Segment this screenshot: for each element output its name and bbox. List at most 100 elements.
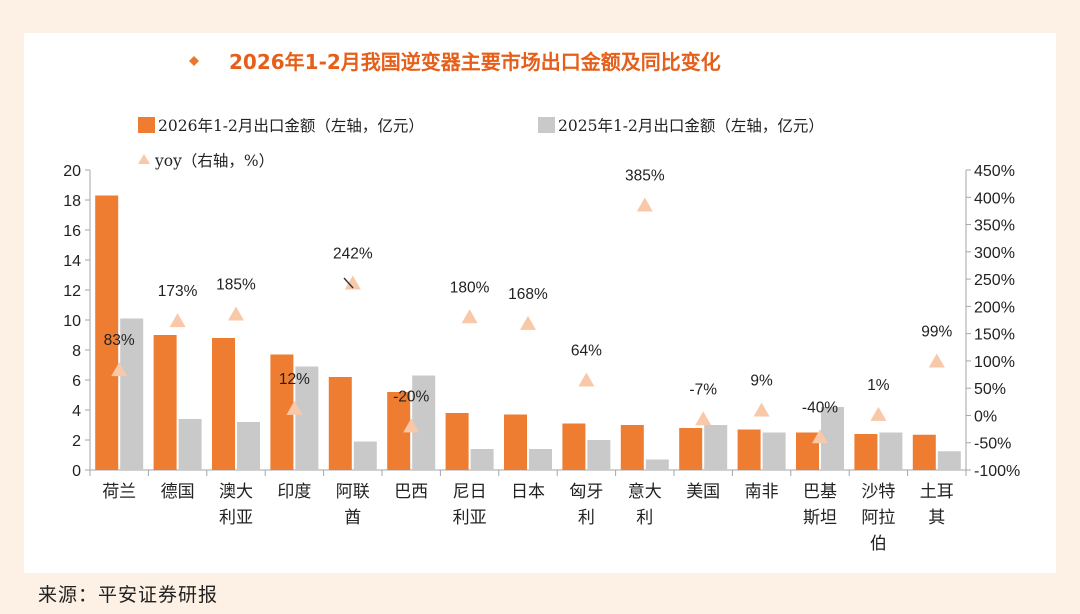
- right-axis-tick-label: 0%: [974, 408, 997, 425]
- yoy-marker: [403, 418, 420, 433]
- bar-2026: [620, 425, 644, 470]
- yoy-data-label: 173%: [158, 283, 198, 300]
- yoy-data-label: 83%: [104, 332, 135, 349]
- yoy-marker: [520, 315, 536, 330]
- category-label: 日本: [511, 482, 545, 502]
- yoy-marker: [578, 372, 595, 387]
- legend-marker-yoy: [138, 154, 150, 164]
- right-axis-tick-label: 150%: [974, 327, 1015, 344]
- right-axis-tick-label: 50%: [974, 381, 1006, 398]
- left-axis-ticks: 0 2 4 6 8 10 12 14 16 18 20: [63, 163, 90, 480]
- legend-swatch-2026: [138, 117, 155, 133]
- bar-2026: [212, 338, 235, 470]
- yoy-data-label: 242%: [333, 245, 373, 262]
- yoy-labels: 83% 173% 185% 12% 242% -20% 180% 168% 64% 385% -7%…: [104, 167, 953, 416]
- category-label: 南非: [745, 482, 779, 502]
- bar-2025: [704, 425, 728, 470]
- bar-2026: [270, 354, 294, 470]
- category-label: 尼日利亚: [453, 482, 487, 528]
- left-axis-tick-label: 18: [63, 193, 81, 210]
- bar-2025: [353, 441, 377, 470]
- yoy-data-label: 99%: [921, 323, 952, 340]
- bar-2026: [679, 428, 703, 470]
- right-axis-tick-label: 350%: [974, 218, 1015, 235]
- yoy-marker: [111, 362, 128, 377]
- right-axis-tick-label: 450%: [974, 163, 1015, 180]
- bar-2026: [445, 413, 469, 470]
- right-axis-tick-label: 200%: [974, 299, 1015, 316]
- right-axis-ticks: -100% -50% 0% 50% 100% 150% 200% 250% 300% 350% 40…: [966, 163, 1020, 480]
- bar-2026: [912, 434, 936, 470]
- right-axis-tick-label: 250%: [974, 272, 1015, 289]
- yoy-marker: [169, 313, 186, 328]
- left-axis-tick-label: 14: [63, 253, 81, 270]
- right-axis-tick-label: 300%: [974, 245, 1015, 262]
- category-label: 匈牙利: [569, 482, 603, 528]
- yoy-marker: [753, 402, 770, 417]
- category-label: 土耳其: [920, 482, 954, 528]
- left-axis-tick-label: 12: [63, 283, 81, 300]
- yoy-marker: [344, 275, 361, 290]
- yoy-data-label: -7%: [689, 381, 717, 398]
- left-axis-tick-label: 4: [72, 403, 81, 420]
- category-label: 阿联酋: [336, 482, 370, 528]
- yoy-data-label: -40%: [802, 399, 838, 416]
- yoy-marker: [461, 309, 478, 324]
- yoy-data-label: 1%: [867, 377, 890, 394]
- right-axis-tick-label: 400%: [974, 190, 1015, 207]
- bar-2025: [470, 449, 494, 470]
- yoy-data-label: 9%: [750, 373, 773, 390]
- yoy-marker: [812, 429, 828, 444]
- series-2026-bars: [95, 195, 936, 470]
- left-axis-tick-label: 10: [63, 313, 81, 330]
- bar-2026: [854, 434, 878, 470]
- yoy-markers: [111, 197, 945, 444]
- bar-2026: [153, 335, 177, 470]
- yoy-marker: [928, 353, 945, 368]
- bar-2026: [328, 377, 352, 470]
- yoy-marker: [870, 406, 887, 421]
- right-axis-tick-label: -50%: [974, 436, 1011, 453]
- left-axis-tick-label: 2: [72, 433, 81, 450]
- bar-2025: [529, 449, 552, 470]
- series-2025-bars: [120, 318, 961, 470]
- bar-2025: [762, 432, 786, 470]
- yoy-data-label: 12%: [279, 371, 310, 388]
- category-label: 意大利: [628, 482, 662, 528]
- right-axis-tick-label: -100%: [974, 463, 1020, 480]
- chart: 2026年1-2月我国逆变器主要市场出口金额及同比变化 2026年1-2月出口金…: [63, 50, 1020, 554]
- yoy-marker: [286, 400, 303, 415]
- yoy-marker: [636, 197, 653, 212]
- bar-2026: [95, 195, 119, 470]
- bar-2026: [737, 429, 761, 470]
- annotation-leader: [343, 277, 354, 289]
- legend-swatch-2025: [538, 117, 555, 133]
- left-axis-tick-label: 20: [63, 163, 81, 180]
- left-axis-tick-label: 6: [72, 373, 81, 390]
- category-label: 印度: [277, 482, 311, 502]
- category-label: 澳大利亚: [219, 482, 253, 528]
- bar-2025: [178, 419, 202, 470]
- bar-2026: [504, 414, 527, 470]
- yoy-data-label: 64%: [571, 343, 602, 360]
- bar-2026: [562, 423, 586, 470]
- bar-2025: [645, 459, 669, 470]
- left-axis-tick-label: 0: [72, 463, 81, 480]
- bar-2025: [937, 451, 961, 470]
- bar-2025: [821, 407, 844, 470]
- chart-panel: 2026年1-2月我国逆变器主要市场出口金额及同比变化 2026年1-2月出口金…: [24, 33, 1056, 573]
- yoy-data-label: -20%: [393, 388, 429, 405]
- bar-2025: [295, 366, 319, 470]
- bar-2025: [120, 318, 144, 470]
- yoy-marker: [228, 306, 244, 321]
- bar-2026: [387, 392, 411, 470]
- category-label: 巴西: [394, 482, 428, 502]
- bar-2025: [237, 422, 260, 470]
- category-label: 沙特阿拉伯: [861, 482, 895, 554]
- yoy-data-label: 180%: [450, 279, 490, 296]
- yoy-marker: [695, 411, 712, 426]
- yoy-data-label: 185%: [216, 277, 256, 294]
- yoy-data-label: 168%: [508, 286, 548, 303]
- bar-2025: [879, 432, 903, 470]
